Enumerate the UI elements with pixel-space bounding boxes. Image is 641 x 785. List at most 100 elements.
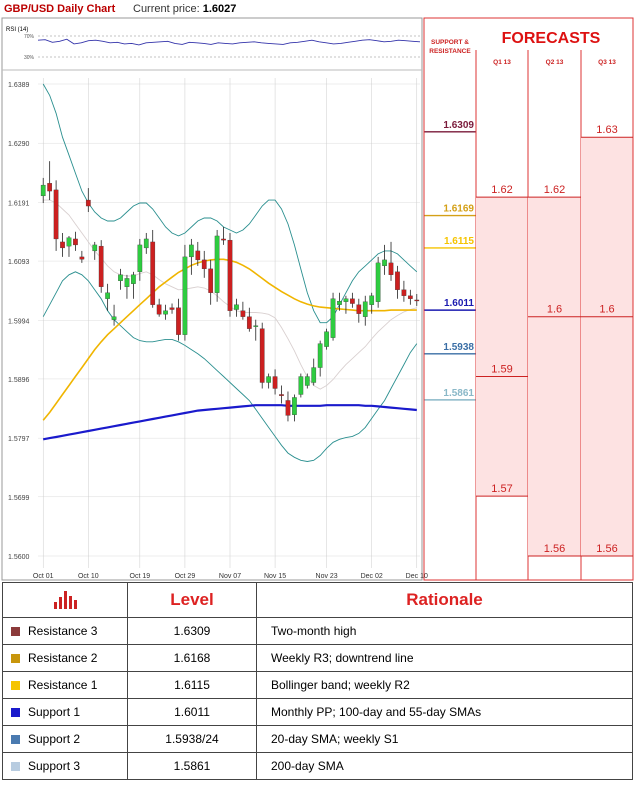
y-tick-label: 1.6389 — [8, 82, 30, 89]
candle-bull — [214, 235, 220, 293]
candle-bull — [253, 325, 259, 327]
candle-bull — [382, 259, 387, 267]
candle-bull — [182, 256, 188, 335]
candle-bear — [227, 239, 233, 311]
candle-bull — [118, 274, 123, 281]
level-color-swatch — [11, 762, 20, 772]
candle-bear — [176, 307, 181, 335]
forecasts-title: FORECASTS — [502, 30, 601, 47]
candle-bull — [137, 244, 143, 272]
candle-bull — [343, 298, 349, 302]
sma-200-line — [43, 404, 417, 441]
x-axis: Oct 01 Oct 10 Oct 19 Oct 29 Nov 07 Nov 15 Nov … — [33, 573, 428, 580]
forecast-column-label: Q3 13 — [598, 59, 616, 66]
table-row: Support 1 1.6011 Monthly PP; 100-day and 5… — [2, 698, 633, 726]
level-name: Resistance 1 — [2, 671, 128, 699]
chart-frame — [1, 17, 423, 581]
candle-bear — [85, 199, 91, 207]
candlesticks — [40, 161, 420, 422]
candle-bull — [304, 376, 310, 386]
level-value: 1.5938/24 — [127, 725, 257, 753]
level-name: Resistance 2 — [2, 644, 128, 672]
candle-bear — [60, 241, 65, 249]
candle-bull — [92, 244, 98, 252]
candle-bull — [311, 367, 317, 383]
candle-bear — [414, 299, 420, 302]
table-row: Resistance 3 1.6309 Two-month high — [2, 617, 633, 645]
current-price: Current price: 1.6027 — [133, 3, 236, 15]
level-name: Support 2 — [2, 725, 128, 753]
candle-bear — [195, 250, 201, 261]
level-color-swatch — [11, 627, 20, 637]
table-row: Resistance 2 1.6168 Weekly R3; downtrend l… — [2, 644, 633, 672]
candle-bear — [350, 298, 355, 304]
forecast-value-label: 1.62 — [491, 184, 512, 196]
level-value: 1.5861 — [127, 752, 257, 780]
candle-bull — [163, 310, 168, 315]
sr-label: 1.6309 — [443, 120, 474, 131]
rsi-label: RSI (14) — [6, 27, 28, 33]
level-rationale: Two-month high — [256, 617, 633, 645]
levels-table: Level Rationale Resistance 3 1.6309 Two-mo… — [2, 582, 633, 780]
candle-bull — [292, 397, 297, 415]
x-tick-label: Nov 07 — [219, 573, 241, 580]
candle-bull — [131, 274, 136, 284]
forecast-value-label: 1.59 — [491, 364, 512, 376]
candle-bear — [395, 271, 400, 290]
x-tick-label: Nov 23 — [316, 573, 338, 580]
candle-bear — [98, 245, 104, 287]
level-name: Support 1 — [2, 698, 128, 726]
forecast-column-label: Q1 13 — [493, 59, 511, 66]
candle-bear — [79, 256, 85, 260]
sr-title-1: SUPPORT & — [431, 39, 469, 46]
candle-bull — [324, 331, 329, 347]
level-value: 1.6011 — [127, 698, 257, 726]
level-value: 1.6115 — [127, 671, 257, 699]
sr-title-2: RESISTANCE — [429, 48, 471, 55]
candle-bear — [246, 316, 252, 329]
x-tick-label: Nov 15 — [264, 573, 286, 580]
candle-bear — [201, 259, 207, 270]
level-color-swatch — [11, 735, 20, 745]
x-tick-label: Dec 10 — [406, 573, 428, 580]
candle-bear — [47, 183, 53, 192]
candle-bear — [272, 376, 278, 389]
candle-bull — [234, 304, 239, 310]
forecast-value-label: 1.56 — [544, 543, 565, 555]
forecast-value-label: 1.6 — [547, 304, 562, 316]
forecast-value-label: 1.6 — [599, 304, 614, 316]
candle-bear — [53, 189, 59, 240]
candle-bear — [73, 238, 78, 246]
candle-bull — [189, 244, 194, 258]
y-tick-label: 1.5699 — [8, 495, 30, 502]
rsi-line — [37, 38, 421, 46]
level-rationale: 20-day SMA; weekly S1 — [256, 725, 633, 753]
candle-bull — [362, 301, 368, 317]
rsi-level-70: 70% — [24, 34, 35, 40]
forecast-value-label: 1.56 — [596, 543, 617, 555]
price-value: 1.6027 — [202, 3, 237, 15]
candle-bull — [330, 298, 336, 338]
header-level: Level — [127, 582, 257, 618]
table-row: Support 2 1.5938/24 20-day SMA; weekly S1 — [2, 725, 633, 753]
bollinger-upper-line — [42, 83, 418, 324]
forecast-shade — [476, 197, 528, 497]
candle-bear — [208, 268, 214, 293]
x-tick-label: Dec 02 — [361, 573, 383, 580]
candle-bear — [259, 328, 265, 383]
rsi-panel: RSI (14) 70% 30% — [2, 27, 422, 71]
forecast-shade — [528, 197, 581, 556]
header-rationale: Rationale — [256, 582, 633, 618]
candle-bear — [401, 289, 407, 296]
y-tick-label: 1.6290 — [8, 141, 30, 148]
candle-bear — [279, 394, 284, 396]
candle-bull — [124, 278, 130, 287]
level-rationale: 200-day SMA — [256, 752, 633, 780]
y-axis: 1.6389 1.6290 1.6191 1.6093 1.5994 1.5896 1.57… — [8, 82, 30, 561]
price-chart: RSI (14) 70% 30% 1.6309 1.6169 1.6115 1.601… — [1, 17, 634, 581]
table-row: Support 3 1.5861 200-day SMA — [2, 752, 633, 780]
candle-bear — [240, 310, 246, 317]
table-icon-cell — [2, 582, 128, 618]
candle-bull — [298, 376, 304, 395]
grid — [38, 78, 420, 568]
